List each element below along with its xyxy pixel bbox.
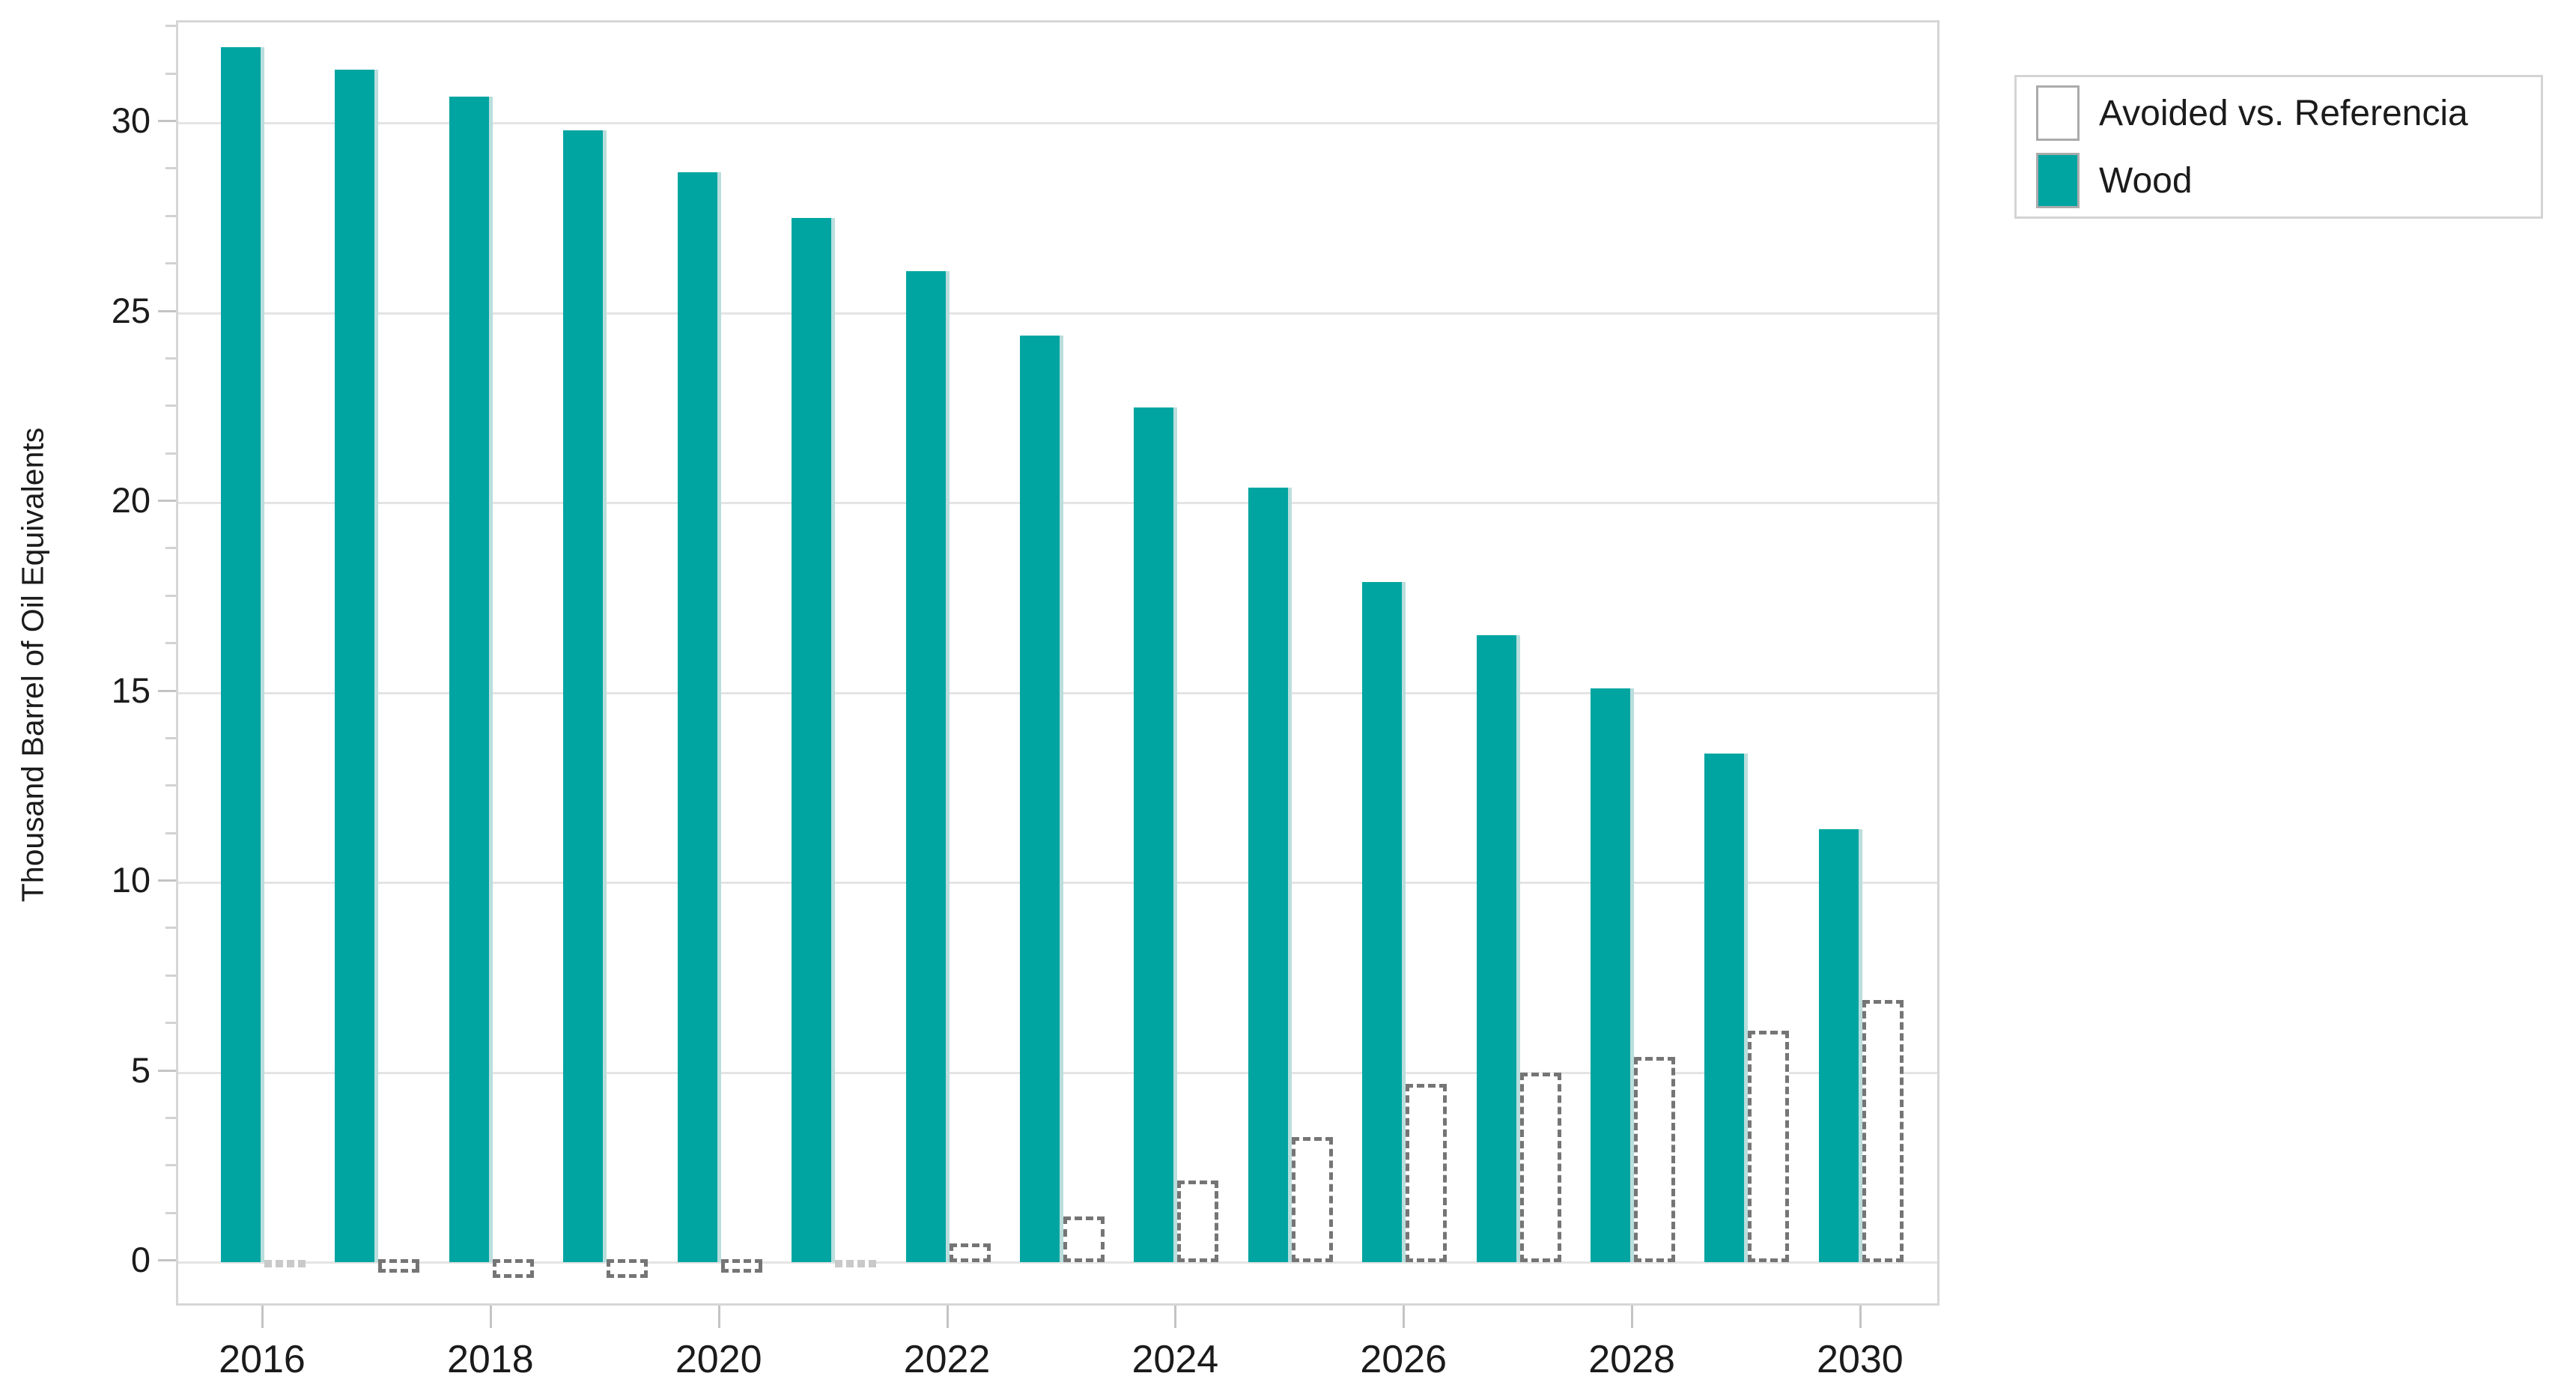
y-axis-minor-tick	[165, 642, 176, 645]
legend-label-avoided: Avoided vs. Referencia	[2099, 93, 2468, 133]
wood-bar[interactable]	[335, 70, 379, 1262]
wood-bar[interactable]	[1248, 487, 1292, 1262]
y-axis-minor-tick	[165, 1116, 176, 1119]
avoided-bar[interactable]	[835, 1260, 877, 1268]
x-tick-label: 2028	[1588, 1338, 1675, 1381]
avoided-bar[interactable]	[1748, 1030, 1790, 1262]
avoided-bar[interactable]	[1291, 1136, 1333, 1262]
x-axis-tick	[946, 1306, 949, 1328]
wood-bar[interactable]	[1476, 635, 1520, 1262]
avoided-bar[interactable]	[607, 1259, 648, 1279]
avoided-bar[interactable]	[1519, 1072, 1561, 1262]
y-axis-minor-tick	[165, 1022, 176, 1025]
avoided-bar[interactable]	[1063, 1216, 1105, 1262]
y-axis-minor-tick	[165, 214, 176, 217]
y-tick-label: 0	[130, 1240, 151, 1279]
x-tick-label: 2024	[1131, 1338, 1219, 1381]
avoided-bar[interactable]	[1406, 1083, 1448, 1262]
y-axis-minor-tick	[165, 831, 176, 834]
avoided-bar[interactable]	[492, 1259, 534, 1279]
x-tick-label: 2020	[675, 1338, 762, 1381]
x-tick-label: 2018	[446, 1338, 534, 1381]
y-axis-minor-tick	[165, 72, 176, 75]
wood-bar[interactable]	[1591, 688, 1635, 1262]
y-axis-minor-tick	[165, 1211, 176, 1214]
x-tick-label: 2016	[219, 1338, 306, 1381]
y-axis-minor-tick	[165, 547, 176, 550]
y-tick-label: 15	[111, 670, 151, 710]
avoided-bar[interactable]	[264, 1260, 306, 1268]
x-axis-tick	[1631, 1306, 1634, 1328]
x-tick-label: 2026	[1360, 1338, 1448, 1381]
y-axis-minor-tick	[165, 167, 176, 170]
wood-bar[interactable]	[1134, 407, 1178, 1262]
y-axis-major-tick	[158, 1069, 176, 1072]
x-axis-tick	[489, 1306, 492, 1328]
y-axis-minor-tick	[165, 1164, 176, 1167]
avoided-bar[interactable]	[1634, 1057, 1676, 1262]
y-axis-major-tick	[158, 689, 176, 692]
y-axis-minor-tick	[165, 404, 176, 407]
wood-bar[interactable]	[449, 96, 493, 1262]
avoided-bar[interactable]	[1177, 1180, 1219, 1262]
legend-swatch-avoided-icon	[2036, 85, 2080, 141]
y-tick-label: 20	[111, 480, 151, 520]
gridline	[178, 1261, 1937, 1264]
y-axis-minor-tick	[165, 974, 176, 977]
avoided-bar[interactable]	[949, 1243, 991, 1262]
avoided-bar[interactable]	[1862, 1000, 1904, 1262]
wood-bar[interactable]	[563, 130, 607, 1262]
y-axis-minor-tick	[165, 784, 176, 787]
y-axis-minor-tick	[165, 736, 176, 739]
x-axis-tick	[261, 1306, 264, 1328]
y-axis-major-tick	[158, 1259, 176, 1261]
y-axis-major-tick	[158, 879, 176, 882]
avoided-bar[interactable]	[378, 1259, 420, 1273]
y-axis-major-tick	[158, 309, 176, 312]
x-axis-tick	[1859, 1306, 1862, 1328]
y-tick-label: 5	[130, 1049, 151, 1090]
wood-bar[interactable]	[905, 270, 950, 1262]
y-tick-label: 10	[111, 860, 151, 900]
x-axis-tick	[717, 1306, 720, 1328]
wood-bar[interactable]	[221, 46, 264, 1262]
x-tick-label: 2022	[903, 1338, 991, 1381]
y-axis-minor-tick	[165, 927, 176, 930]
wood-bar[interactable]	[677, 172, 721, 1262]
avoided-bar[interactable]	[720, 1259, 762, 1273]
y-tick-label: 25	[111, 290, 151, 330]
y-axis-major-tick	[158, 500, 176, 502]
wood-bar[interactable]	[1818, 829, 1862, 1262]
legend-label-wood: Wood	[2099, 160, 2193, 201]
wood-bar[interactable]	[1704, 753, 1749, 1262]
wood-bar[interactable]	[1019, 335, 1063, 1262]
y-axis-title: Thousand Barrel of Oil Equivalents	[15, 427, 50, 903]
legend-item-avoided[interactable]: Avoided vs. Referencia	[2036, 85, 2541, 141]
legend: Avoided vs. Referencia Wood	[2014, 75, 2543, 219]
gridline	[178, 122, 1937, 124]
y-tick-label: 30	[111, 100, 151, 140]
gridline	[178, 312, 1937, 315]
x-axis-tick	[1174, 1306, 1177, 1328]
y-axis-minor-tick	[165, 262, 176, 265]
y-axis-minor-tick	[165, 25, 176, 28]
legend-swatch-wood-icon	[2036, 153, 2080, 208]
y-axis-minor-tick	[165, 594, 176, 597]
y-axis-major-tick	[158, 120, 176, 122]
wood-bar[interactable]	[792, 217, 836, 1262]
y-axis-minor-tick	[165, 452, 176, 455]
x-tick-label: 2030	[1817, 1338, 1904, 1381]
wood-bar[interactable]	[1362, 582, 1406, 1262]
x-axis-tick	[1403, 1306, 1406, 1328]
legend-item-wood[interactable]: Wood	[2036, 153, 2541, 208]
plot-area	[176, 20, 1939, 1306]
y-axis-minor-tick	[165, 357, 176, 360]
